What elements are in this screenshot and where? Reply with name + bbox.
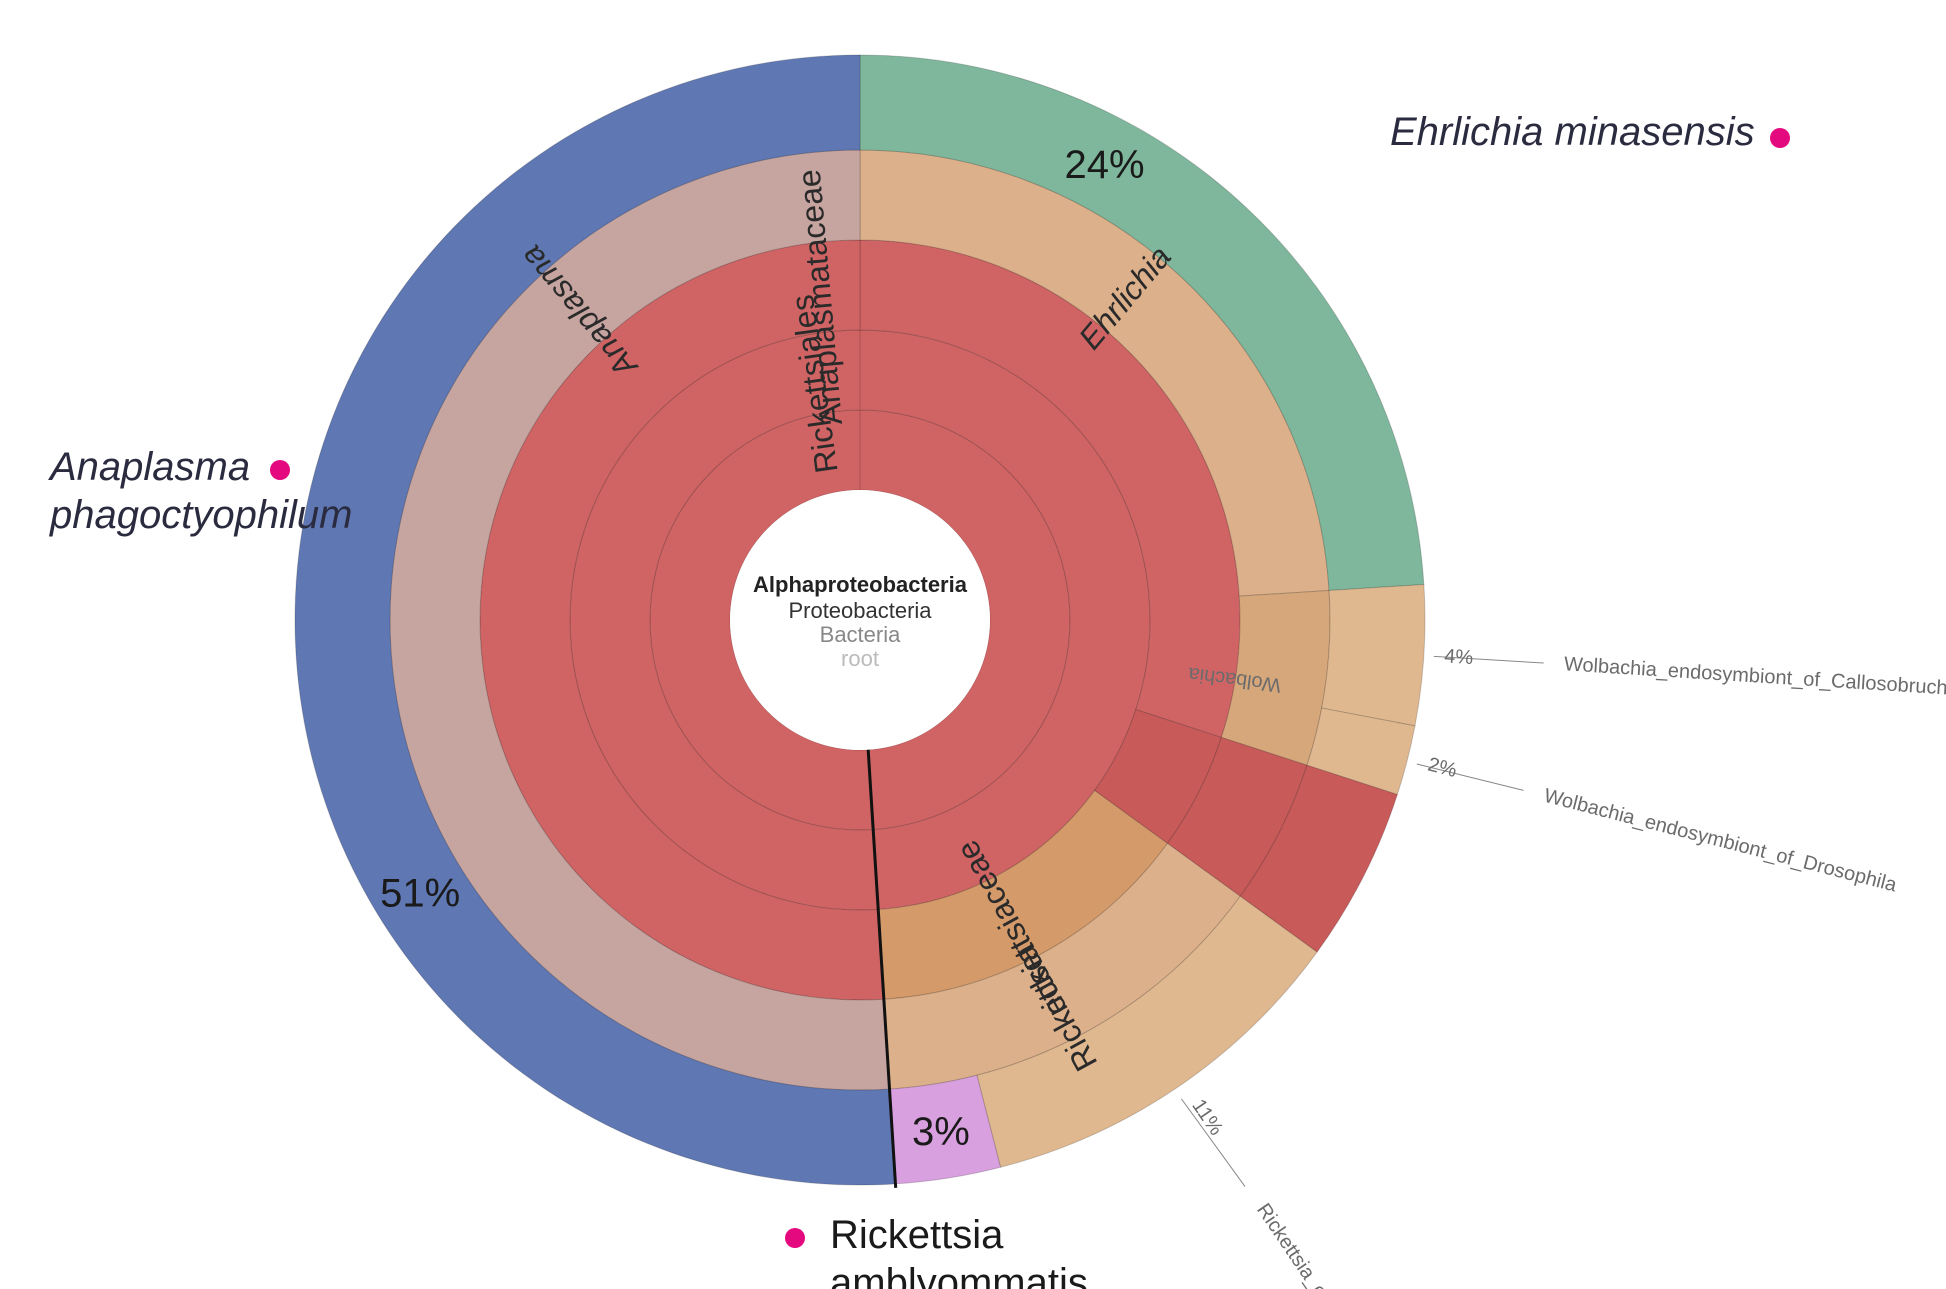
chart-label: Ehrlichia minasensis xyxy=(1390,110,1755,154)
small-pct-label: 11% xyxy=(1187,1095,1227,1139)
sunburst-segment[interactable] xyxy=(1322,585,1425,726)
center-label: Bacteria xyxy=(820,622,901,647)
chart-label: amblyommatis xyxy=(830,1261,1088,1289)
center-label: root xyxy=(841,646,879,671)
small-pct-label: 4% xyxy=(1444,645,1474,669)
pct-rickettsia-ambly: 3% xyxy=(912,1110,970,1154)
small-species-label: Wolbachia_endosymbiont_of_Callosobruchus xyxy=(1563,653,1946,700)
callout-bullet xyxy=(785,1228,805,1248)
chart-label: Anaplasma xyxy=(48,445,250,489)
callout-bullet xyxy=(270,460,290,480)
chart-label: Rickettsia xyxy=(830,1213,1004,1257)
chart-label: phagoctyophilum xyxy=(49,493,352,537)
center-label: Alphaproteobacteria xyxy=(753,572,968,597)
small-species-label: Rickettsia_endosymbiont_of_Ixodes xyxy=(1252,1200,1450,1289)
callout-bullet xyxy=(1770,128,1790,148)
center-label: Proteobacteria xyxy=(788,598,932,623)
small-species-label: Wolbachia_endosymbiont_of_Drosophila xyxy=(1542,785,1900,897)
pct-anaplasma: 51% xyxy=(380,872,460,916)
small-pct-label: 2% xyxy=(1426,754,1460,783)
pct-ehrlichia: 24% xyxy=(1065,143,1145,187)
